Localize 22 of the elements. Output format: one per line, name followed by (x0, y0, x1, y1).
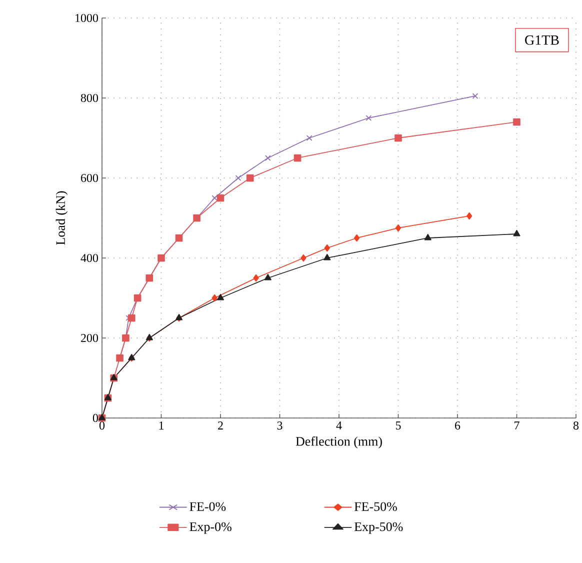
x-tick-label: 6 (455, 422, 460, 430)
legend-label: Exp-0% (190, 522, 232, 534)
y-tick-label: 1000 (76, 14, 98, 22)
y-tick-label: 800 (80, 94, 98, 102)
legend-label: FE-0% (190, 502, 226, 512)
x-tick-label: 2 (218, 422, 223, 430)
x-tick-label: 4 (336, 422, 342, 430)
legend-label: FE-50% (354, 502, 397, 512)
x-tick-label: 0 (99, 422, 105, 430)
x-tick-label: 3 (277, 422, 282, 430)
legend-label: Exp-50% (354, 522, 403, 534)
x-tick-label: 8 (573, 422, 579, 430)
x-axis-title: Deflection (mm) (296, 436, 382, 448)
y-tick-label: 600 (80, 174, 98, 182)
y-axis-title: Load (kN) (56, 191, 68, 245)
x-tick-label: 1 (159, 422, 164, 430)
x-tick-label: 5 (396, 422, 401, 430)
annotation: G1TB (525, 35, 559, 45)
x-tick-label: 7 (514, 422, 520, 430)
y-tick-label: 200 (81, 334, 98, 342)
y-tick-label: 400 (80, 254, 98, 262)
y-tick-label: 0 (92, 414, 98, 422)
